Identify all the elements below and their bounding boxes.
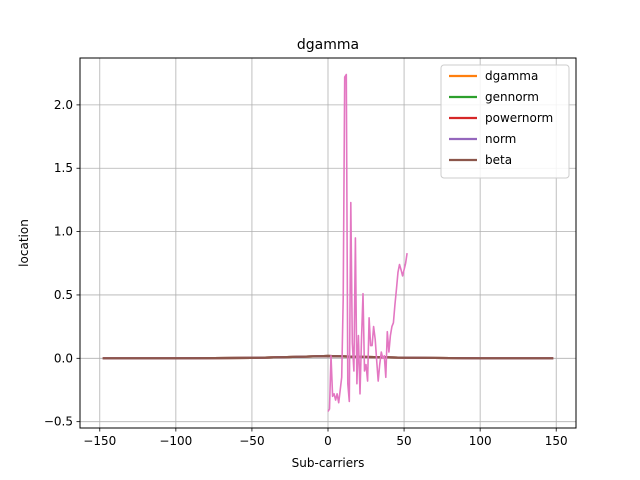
- x-tick-label: 0: [324, 434, 332, 448]
- series-line-beta: [102, 354, 554, 360]
- legend-label-beta: beta: [485, 153, 512, 167]
- legend-label-norm: norm: [485, 132, 516, 146]
- series-line-unlabeled: [327, 73, 408, 412]
- legend-label-gennorm: gennorm: [485, 90, 539, 104]
- y-tick-label: 2.0: [54, 98, 73, 112]
- x-axis-label: Sub-carriers: [292, 456, 365, 470]
- y-axis-label: location: [17, 219, 31, 267]
- x-tick-label: −150: [83, 434, 116, 448]
- x-tick-label: −50: [239, 434, 264, 448]
- legend: dgamma gennorm powernorm norm beta: [440, 64, 570, 179]
- x-tick-label: 100: [469, 434, 492, 448]
- x-tick-label: 150: [545, 434, 568, 448]
- chart-title: dgamma: [297, 37, 359, 53]
- x-tick-label: 50: [396, 434, 411, 448]
- legend-box: [440, 64, 570, 179]
- y-axis-ticks: −0.5 0.0 0.5 1.0 1.5 2.0: [44, 98, 80, 429]
- x-axis-ticks: −150 −100 −50 0 50 100 150: [83, 428, 568, 448]
- x-tick-label: −100: [159, 434, 192, 448]
- y-tick-label: 0.0: [54, 351, 73, 365]
- y-tick-label: 0.5: [54, 288, 73, 302]
- y-tick-label: −0.5: [44, 415, 73, 429]
- legend-label-dgamma: dgamma: [485, 69, 538, 83]
- y-tick-label: 1.0: [54, 225, 73, 239]
- plot-lines: [102, 73, 554, 412]
- y-tick-label: 1.5: [54, 161, 73, 175]
- legend-label-powernorm: powernorm: [485, 111, 553, 125]
